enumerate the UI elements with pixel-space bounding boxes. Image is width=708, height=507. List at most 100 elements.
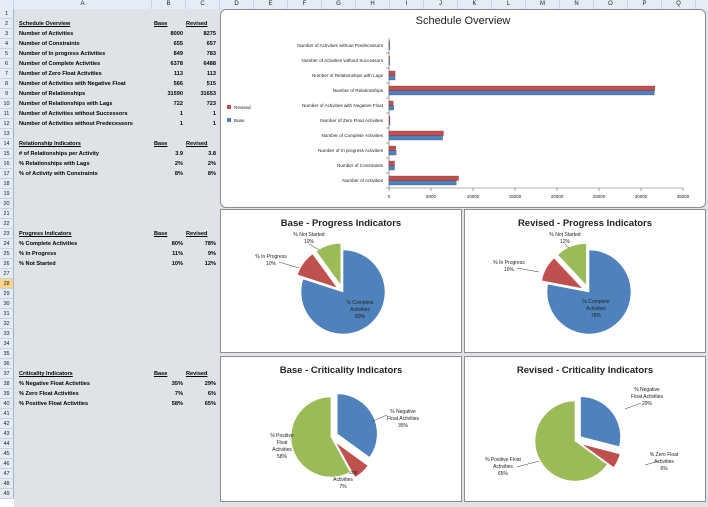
row-header-24[interactable]: 24 bbox=[0, 239, 14, 249]
row-header-9[interactable]: 9 bbox=[0, 89, 14, 99]
row-header-47[interactable]: 47 bbox=[0, 469, 14, 479]
row-header-1[interactable]: 1 bbox=[0, 9, 14, 19]
progress-header-base[interactable]: Base bbox=[154, 231, 168, 237]
row-header-41[interactable]: 41 bbox=[0, 409, 14, 419]
schedule-row-base[interactable]: 849 bbox=[173, 51, 183, 57]
relationship-row-revised[interactable]: 8% bbox=[207, 171, 216, 177]
relationship-header-label[interactable]: Relationship Indicators bbox=[19, 141, 81, 147]
schedule-row-label[interactable]: Number of Activities without Predecessor… bbox=[19, 121, 133, 127]
column-header-g[interactable]: G bbox=[322, 0, 356, 9]
row-header-46[interactable]: 46 bbox=[0, 459, 14, 469]
schedule-row-label[interactable]: Number of Activities without Successors bbox=[19, 111, 128, 117]
schedule-row-revised[interactable]: 1 bbox=[212, 111, 216, 117]
column-header-q[interactable]: Q bbox=[662, 0, 696, 9]
schedule-row-base[interactable]: 6378 bbox=[170, 61, 183, 67]
row-header-37[interactable]: 37 bbox=[0, 369, 14, 379]
column-header-o[interactable]: O bbox=[594, 0, 628, 9]
schedule-row-base[interactable]: 31590 bbox=[167, 91, 183, 97]
schedule-row-revised[interactable]: 31653 bbox=[200, 91, 216, 97]
progress-row-base[interactable]: 11% bbox=[172, 251, 183, 257]
progress-row-base[interactable]: 80% bbox=[171, 241, 183, 247]
base-progress-chart[interactable]: Base - Progress Indicators % Complete Acti… bbox=[220, 209, 462, 353]
schedule-row-revised[interactable]: 515 bbox=[206, 81, 216, 87]
row-header-39[interactable]: 39 bbox=[0, 389, 14, 399]
row-header-22[interactable]: 22 bbox=[0, 219, 14, 229]
row-header-20[interactable]: 20 bbox=[0, 199, 14, 209]
row-header-43[interactable]: 43 bbox=[0, 429, 14, 439]
row-header-28[interactable]: 28 bbox=[0, 279, 14, 289]
relationship-row-base[interactable]: 2% bbox=[174, 161, 183, 167]
row-header-44[interactable]: 44 bbox=[0, 439, 14, 449]
schedule-header-revised[interactable]: Revised bbox=[186, 21, 208, 27]
schedule-row-base[interactable]: 566 bbox=[173, 81, 183, 87]
column-header-c[interactable]: C bbox=[186, 0, 220, 9]
row-header-40[interactable]: 40 bbox=[0, 399, 14, 409]
criticality-row-label[interactable]: % Negative Float Activities bbox=[19, 381, 90, 387]
row-header-49[interactable]: 49 bbox=[0, 489, 14, 499]
relationship-row-label[interactable]: % Relationships with Lags bbox=[19, 161, 90, 167]
column-header-n[interactable]: N bbox=[560, 0, 594, 9]
schedule-row-base[interactable]: 722 bbox=[173, 101, 183, 107]
row-header-2[interactable]: 2 bbox=[0, 19, 14, 29]
criticality-row-revised[interactable]: 6% bbox=[207, 391, 216, 397]
row-header-4[interactable]: 4 bbox=[0, 39, 14, 49]
row-header-29[interactable]: 29 bbox=[0, 289, 14, 299]
criticality-row-revised[interactable]: 29% bbox=[204, 381, 216, 387]
progress-row-label[interactable]: % Not Started bbox=[19, 261, 56, 267]
row-header-17[interactable]: 17 bbox=[0, 169, 14, 179]
relationship-row-base[interactable]: 8% bbox=[174, 171, 183, 177]
schedule-row-label[interactable]: Number of Activities bbox=[19, 31, 74, 37]
row-header-3[interactable]: 3 bbox=[0, 29, 14, 39]
schedule-row-label[interactable]: Number of Activities with Negative Float bbox=[19, 81, 126, 87]
row-header-34[interactable]: 34 bbox=[0, 339, 14, 349]
select-all-corner[interactable] bbox=[0, 0, 14, 9]
column-header-h[interactable]: H bbox=[356, 0, 390, 9]
progress-row-revised[interactable]: 12% bbox=[204, 261, 216, 267]
schedule-row-revised[interactable]: 8275 bbox=[203, 31, 216, 37]
column-header-m[interactable]: M bbox=[526, 0, 560, 9]
row-header-6[interactable]: 6 bbox=[0, 59, 14, 69]
schedule-row-base[interactable]: 1 bbox=[179, 121, 183, 127]
row-header-33[interactable]: 33 bbox=[0, 329, 14, 339]
schedule-row-revised[interactable]: 1 bbox=[212, 121, 216, 127]
relationship-header-base[interactable]: Base bbox=[154, 141, 168, 147]
row-header-45[interactable]: 45 bbox=[0, 449, 14, 459]
schedule-row-label[interactable]: Number of Complete Activities bbox=[19, 61, 101, 67]
criticality-row-label[interactable]: % Positive Float Activities bbox=[19, 401, 89, 407]
progress-row-revised[interactable]: 9% bbox=[207, 251, 216, 257]
row-header-11[interactable]: 11 bbox=[0, 109, 14, 119]
schedule-row-label[interactable]: Number of Relationships with Lags bbox=[19, 101, 113, 107]
schedule-row-label[interactable]: Number of Constraints bbox=[19, 41, 80, 47]
criticality-row-base[interactable]: 35% bbox=[171, 381, 183, 387]
column-header-d[interactable]: D bbox=[220, 0, 254, 9]
schedule-row-label[interactable]: Number of Relationships bbox=[19, 91, 86, 97]
progress-row-label[interactable]: % In Progress bbox=[19, 251, 57, 257]
row-header-26[interactable]: 26 bbox=[0, 259, 14, 269]
row-header-42[interactable]: 42 bbox=[0, 419, 14, 429]
schedule-row-revised[interactable]: 6488 bbox=[203, 61, 216, 67]
relationship-row-label[interactable]: % of Activity with Constraints bbox=[19, 171, 98, 177]
criticality-row-base[interactable]: 58% bbox=[171, 401, 183, 407]
relationship-row-revised[interactable]: 2% bbox=[207, 161, 216, 167]
column-header-e[interactable]: E bbox=[254, 0, 288, 9]
row-header-18[interactable]: 18 bbox=[0, 179, 14, 189]
row-header-13[interactable]: 13 bbox=[0, 129, 14, 139]
schedule-row-revised[interactable]: 783 bbox=[206, 51, 216, 57]
criticality-row-label[interactable]: % Zero Float Activities bbox=[19, 391, 79, 397]
progress-header-label[interactable]: Progress Indicators bbox=[19, 231, 72, 237]
relationship-row-label[interactable]: # of Relationships per Activity bbox=[19, 151, 99, 157]
schedule-row-revised[interactable]: 113 bbox=[206, 71, 216, 77]
column-header-b[interactable]: B bbox=[152, 0, 186, 9]
row-header-25[interactable]: 25 bbox=[0, 249, 14, 259]
row-header-38[interactable]: 38 bbox=[0, 379, 14, 389]
relationship-header-revised[interactable]: Revised bbox=[186, 141, 208, 147]
column-header-p[interactable]: P bbox=[628, 0, 662, 9]
column-header-a[interactable]: A bbox=[14, 0, 152, 9]
column-header-l[interactable]: L bbox=[492, 0, 526, 9]
row-header-31[interactable]: 31 bbox=[0, 309, 14, 319]
column-header-f[interactable]: F bbox=[288, 0, 322, 9]
row-header-14[interactable]: 14 bbox=[0, 139, 14, 149]
criticality-header-revised[interactable]: Revised bbox=[186, 371, 208, 377]
row-header-48[interactable]: 48 bbox=[0, 479, 14, 489]
row-header-15[interactable]: 15 bbox=[0, 149, 14, 159]
